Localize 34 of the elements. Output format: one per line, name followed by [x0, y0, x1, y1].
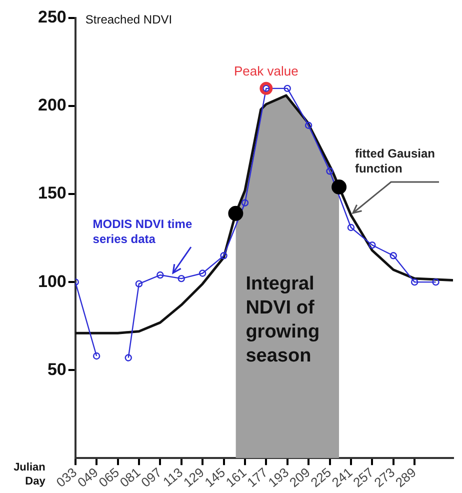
point [326, 168, 334, 175]
text: MODIS NDVI time series data [92, 217, 192, 246]
y-tick-label: 250 [38, 8, 66, 27]
point [92, 352, 100, 360]
point [135, 280, 143, 288]
point [198, 270, 206, 277]
point [390, 252, 397, 260]
annotation: Integral NDVI of growing season [246, 274, 320, 367]
point [228, 206, 244, 221]
y-tick-label: 100 [38, 272, 66, 291]
point [284, 84, 291, 92]
point [368, 241, 376, 249]
point [241, 199, 249, 206]
series-label: fitted Gausian function [354, 146, 435, 176]
x-tick-label: 113 [160, 464, 186, 490]
y-tick-label: 200 [38, 96, 66, 115]
x-tick-label: 225 [308, 464, 334, 490]
point [432, 278, 440, 286]
point [347, 224, 355, 232]
point [260, 82, 273, 95]
point [410, 278, 418, 286]
x-tick-label: 065 [96, 464, 122, 490]
point [124, 354, 132, 362]
y-tick-label: 150 [38, 184, 66, 203]
y-tick-label: 50 [47, 360, 66, 379]
point [178, 274, 185, 282]
point [156, 271, 164, 279]
annotation: Peak value [234, 63, 298, 78]
x-axis-title: Julian Day [14, 462, 46, 488]
x-tick-label: 145 [202, 464, 228, 490]
y-axis-title: Streached NDVI [85, 12, 172, 26]
point [304, 122, 312, 129]
point [332, 180, 347, 194]
point [220, 252, 228, 260]
